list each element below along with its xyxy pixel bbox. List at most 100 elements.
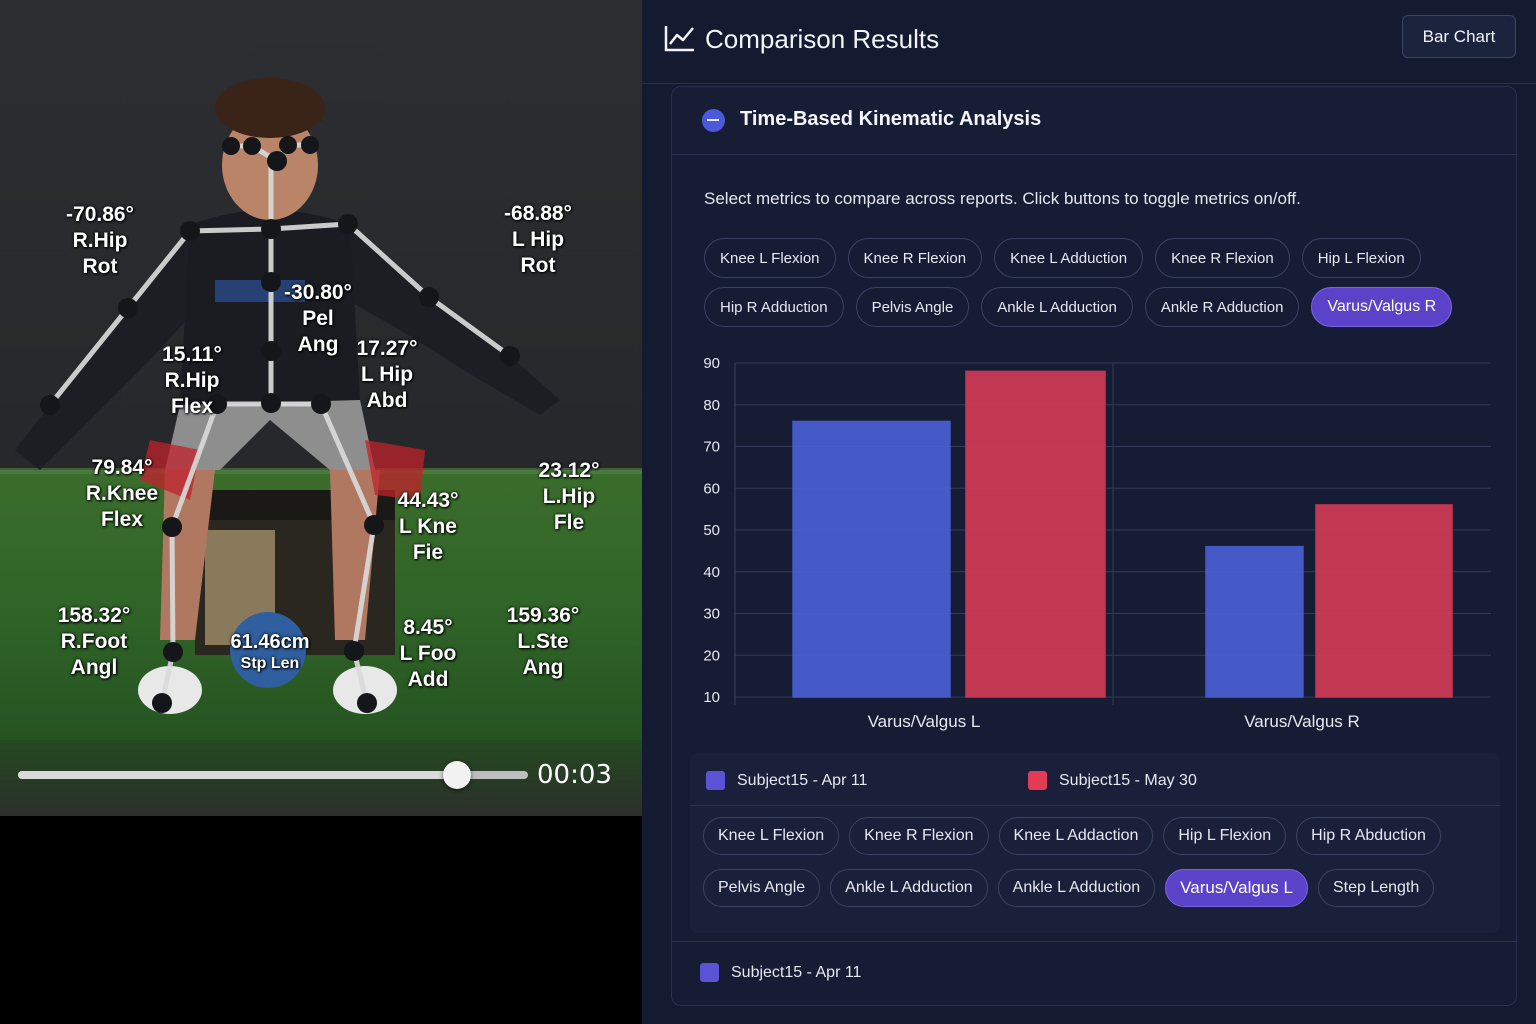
angle-name: R.Hip [72, 229, 128, 252]
angle-value: 61.46cm [230, 631, 310, 653]
legend-metric-row: Pelvis Angle Ankle L Adduction Ankle L Add… [703, 869, 1435, 907]
angle-name: Pel [302, 307, 334, 330]
bar-chart: 10 20 30 40 50 60 70 80 90 Varus/Valgus L Varus/Va… [703, 355, 1491, 731]
angle-label-pelvis: -30.80° Pel Ang [258, 280, 378, 358]
kinematic-analysis-card: Time-Based Kinematic Analysis Select met… [671, 86, 1517, 1006]
legend-metric-hip-r-abduction[interactable]: Hip R Abduction [1296, 817, 1441, 855]
page-title: Comparison Results [705, 24, 940, 54]
metric-toggle-knee-r-flexion[interactable]: Knee R Flexion [1155, 238, 1290, 278]
scrubber-progress [18, 771, 457, 779]
legend-metric-row: Knee L Flexion Knee R Flexion Knee L Addac… [703, 817, 1441, 855]
angle-name-line2: Add [407, 668, 449, 691]
card-title: Time-Based Kinematic Analysis [740, 108, 1042, 130]
legend-item-apr11[interactable]: Subject15 - Apr 11 [706, 771, 867, 790]
angle-name-line2: Angl [70, 656, 118, 679]
video-player: -70.86° R.Hip Rot -68.88° L Hip Rot -30.80° Pel… [0, 0, 642, 816]
angle-value: -30.80° [284, 281, 352, 304]
angle-value: 44.43° [397, 489, 459, 512]
x-category-label: Varus/Valgus L [868, 712, 981, 731]
angle-name-line2: Fie [412, 541, 444, 564]
arrow-right-circle-icon [702, 109, 725, 132]
angle-name-line2: Fle [553, 511, 585, 534]
angle-name: R.Knee [85, 482, 159, 505]
angle-name-line2: Rot [520, 254, 556, 277]
metric-toggle-hip-l-flexion[interactable]: Hip L Flexion [1301, 238, 1421, 278]
angle-value: -68.88° [504, 202, 572, 225]
card-header: Time-Based Kinematic Analysis [672, 87, 1516, 155]
angle-label-r-knee-flex: 79.84° R.Knee Flex [62, 455, 182, 533]
x-category-label: Varus/Valgus R [1244, 712, 1360, 731]
bar-may30-2 [1315, 504, 1453, 698]
angle-name: L Kne [399, 515, 457, 538]
results-header: Comparison Results Bar Chart [642, 0, 1536, 84]
angle-label-l-foot-add: 8.45° L Foo Add [368, 615, 488, 693]
subject-figure [15, 78, 560, 714]
y-tick-label: 90 [703, 355, 720, 372]
legend-divider [690, 805, 1500, 806]
legend-metric-knee-l-flexion[interactable]: Knee L Flexion [703, 817, 840, 855]
floor-edge [0, 468, 642, 474]
legend-metric-ankle-l-adduction[interactable]: Ankle L Adduction [997, 869, 1156, 907]
angle-label-step-length: 61.46cm Stp Len [210, 631, 330, 675]
angle-value: -70.86° [66, 203, 134, 226]
metric-toggle-ankle-r-adduction[interactable]: Ankle R Adduction [1144, 287, 1300, 327]
line-chart-icon [664, 26, 694, 52]
metric-toggle-knee-r-flexion[interactable]: Knee R Flexion [847, 238, 983, 278]
angle-label-l-step-angle: 159.36° L.Ste Ang [483, 603, 603, 681]
angle-name-line2: Ang [522, 656, 564, 679]
angle-name: L Foo [399, 642, 457, 665]
metric-toggle-row: Hip R Adduction Pelvis Angle Ankle L Adduc… [704, 287, 1453, 327]
angle-name: R.Hip [164, 369, 220, 392]
legend-item-may30[interactable]: Subject15 - May 30 [1028, 771, 1197, 790]
angle-label-l-hip-abd: 17.27° L Hip Abd [327, 336, 447, 414]
legend-label: Subject15 - May 30 [1059, 771, 1197, 789]
angle-value: 15.11° [162, 343, 222, 366]
legend-metric-knee-l-addaction[interactable]: Knee L Addaction [998, 817, 1154, 855]
angle-label-l-hip-flex: 23.12° L.Hip Fle [509, 458, 629, 536]
instructions-text: Select metrics to compare across reports… [704, 189, 1301, 208]
angle-name: L Hip [511, 228, 565, 251]
angle-label-r-hip-flex: 15.11° R.Hip Flex [132, 342, 252, 420]
legend-swatch [1028, 771, 1047, 790]
metric-toggle-row: Knee L Flexion Knee R Flexion Knee L Adduc… [704, 238, 1421, 278]
angle-name-line2: Flex [100, 508, 144, 531]
legend-metric-ankle-l-adduction[interactable]: Ankle L Adduction [830, 869, 988, 907]
metric-toggle-pelvis-angle[interactable]: Pelvis Angle [855, 287, 970, 327]
footer-legend-item[interactable]: Subject15 - Apr 11 [700, 963, 861, 982]
bar-apr11-2 [1205, 545, 1304, 698]
angle-label-l-hip-rot: -68.88° L Hip Rot [478, 201, 598, 279]
angle-name: L Hip [360, 363, 414, 386]
angle-name-line2: Rot [82, 255, 118, 278]
angle-name-line2: Flex [170, 395, 214, 418]
y-tick-label: 80 [703, 397, 720, 414]
angle-value: 79.84° [91, 456, 153, 479]
bar-may30-1 [965, 370, 1106, 698]
angle-label-r-foot-angle: 158.32° R.Foot Angl [34, 603, 154, 681]
legend-label: Subject15 - Apr 11 [737, 771, 868, 789]
y-tick-label: 60 [703, 480, 720, 497]
angle-name: Stp Len [240, 655, 300, 672]
bar-chart-button[interactable]: Bar Chart [1402, 15, 1516, 58]
angle-label-r-hip-rot: -70.86° R.Hip Rot [40, 202, 160, 280]
legend-metric-step-length[interactable]: Step Length [1317, 869, 1435, 907]
scrubber-handle[interactable] [442, 761, 471, 789]
legend-metric-knee-r-flexion[interactable]: Knee R Flexion [849, 817, 989, 855]
legend-metric-pelvis-angle[interactable]: Pelvis Angle [703, 869, 821, 907]
legend-panel: Subject15 - Apr 11 Subject15 - May 30 Kn… [690, 753, 1500, 933]
angle-name-line2: Abd [366, 389, 408, 412]
angle-name-line2: Ang [297, 333, 339, 356]
metric-toggle-knee-l-adduction[interactable]: Knee L Adduction [994, 238, 1144, 278]
metric-toggle-ankle-l-adduction[interactable]: Ankle L Adduction [981, 287, 1133, 327]
metric-toggle-varus-valgus-r[interactable]: Varus/Valgus R [1311, 287, 1453, 327]
y-tick-label: 10 [703, 689, 720, 706]
metric-toggle-knee-l-flexion[interactable]: Knee L Flexion [704, 238, 836, 278]
video-timestamp: 00:03 [537, 760, 612, 790]
legend-metric-hip-l-flexion[interactable]: Hip L Flexion [1163, 817, 1287, 855]
video-scrubber[interactable] [18, 761, 528, 789]
angle-value: 8.45° [403, 616, 453, 639]
angle-value: 158.32° [57, 604, 131, 627]
metric-toggle-hip-r-adduction[interactable]: Hip R Adduction [704, 287, 844, 327]
card-divider [672, 941, 1516, 942]
legend-swatch [706, 771, 725, 790]
legend-metric-varus-valgus-l[interactable]: Varus/Valgus L [1165, 869, 1308, 907]
